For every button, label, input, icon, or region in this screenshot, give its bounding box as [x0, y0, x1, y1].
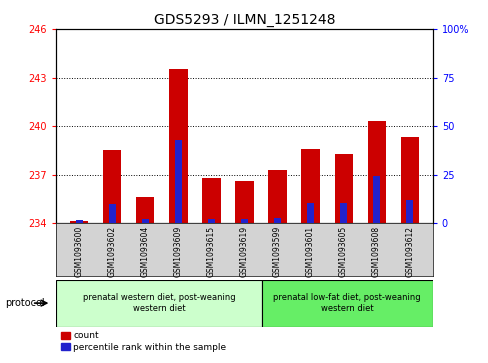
Text: GSM1093619: GSM1093619 [240, 226, 248, 277]
Bar [70, 221, 88, 223]
Text: GSM1093601: GSM1093601 [305, 226, 314, 277]
Bar [405, 200, 412, 223]
Bar [301, 149, 319, 223]
Bar [202, 178, 220, 223]
Bar [261, 280, 432, 327]
Text: GSM1093608: GSM1093608 [371, 226, 380, 277]
Bar [235, 181, 253, 223]
Text: GSM1093599: GSM1093599 [272, 226, 282, 277]
Legend: count, percentile rank within the sample: count, percentile rank within the sample [61, 331, 226, 352]
Text: prenatal low-fat diet, post-weaning
western diet: prenatal low-fat diet, post-weaning west… [273, 293, 420, 313]
Bar [56, 280, 261, 327]
Bar [174, 140, 182, 223]
Bar [169, 69, 187, 223]
Bar [108, 204, 116, 223]
Bar [142, 219, 149, 223]
Bar [136, 197, 154, 223]
Bar [241, 219, 247, 223]
Bar [339, 203, 346, 223]
Bar [400, 138, 418, 223]
Text: GSM1093605: GSM1093605 [338, 226, 347, 277]
Bar [273, 219, 281, 223]
Bar [76, 220, 83, 223]
Bar [268, 170, 286, 223]
Text: protocol: protocol [5, 298, 44, 308]
Text: GSM1093615: GSM1093615 [206, 226, 216, 277]
Bar [207, 219, 215, 223]
Text: GSM1093602: GSM1093602 [108, 226, 117, 277]
Title: GDS5293 / ILMN_1251248: GDS5293 / ILMN_1251248 [153, 13, 335, 26]
Bar [367, 121, 385, 223]
Text: GSM1093609: GSM1093609 [174, 226, 183, 277]
Bar [306, 203, 314, 223]
Bar [372, 176, 380, 223]
Text: GSM1093612: GSM1093612 [405, 226, 413, 277]
Text: GSM1093604: GSM1093604 [141, 226, 150, 277]
Bar [103, 150, 121, 223]
Bar [334, 154, 352, 223]
Text: GSM1093600: GSM1093600 [75, 226, 83, 277]
Text: prenatal western diet, post-weaning
western diet: prenatal western diet, post-weaning west… [82, 293, 235, 313]
